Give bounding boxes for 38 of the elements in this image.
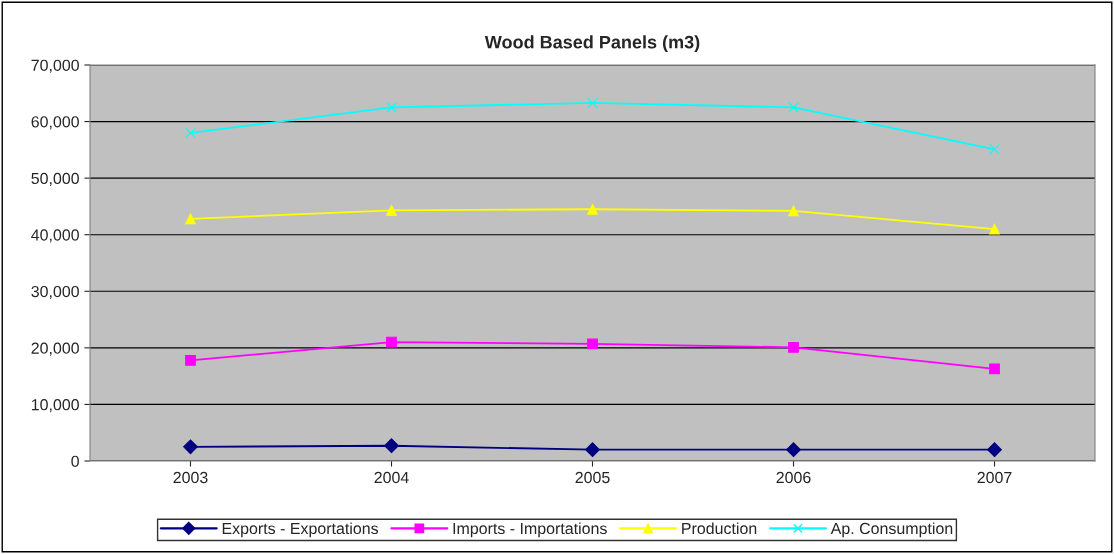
legend-label: Imports - Importations [453,522,607,538]
point [987,442,1002,458]
point [989,143,1000,155]
point [587,97,598,109]
point [788,102,799,113]
point [386,336,397,348]
y-tick-label: 70,000 [31,59,79,73]
legend-label: Production [682,522,757,535]
x-tick-label: 2007 [977,471,1012,484]
point [585,442,600,458]
point [786,442,801,458]
y-tick-label: 20,000 [31,342,79,356]
y-tick-label: 0 [71,455,79,467]
point [386,102,397,113]
point [989,223,1000,235]
point [587,203,598,215]
point [185,213,196,225]
point [386,205,397,216]
x-tick-label: 2003 [173,471,208,484]
x-tick-label: 2006 [776,471,811,484]
x-tick-label: 2005 [575,471,610,484]
point [788,205,799,217]
point [587,338,598,350]
y-tick-label: 10,000 [31,399,79,413]
point [183,439,198,455]
y-tick-label: 30,000 [31,285,79,300]
point [788,341,799,353]
y-tick-label: 60,000 [31,116,79,130]
y-tick-label: 50,000 [31,172,79,186]
point [185,127,196,139]
x-tick-label: 2004 [374,471,409,484]
point [989,363,1000,375]
point [384,438,399,454]
legend-label: Exports - Exportations [222,522,379,538]
y-tick-label: 40,000 [31,229,79,243]
legend-label: Ap. Consumption [830,522,953,538]
chart-title: Wood Based Panels (m3) [484,35,700,53]
point [185,354,196,366]
